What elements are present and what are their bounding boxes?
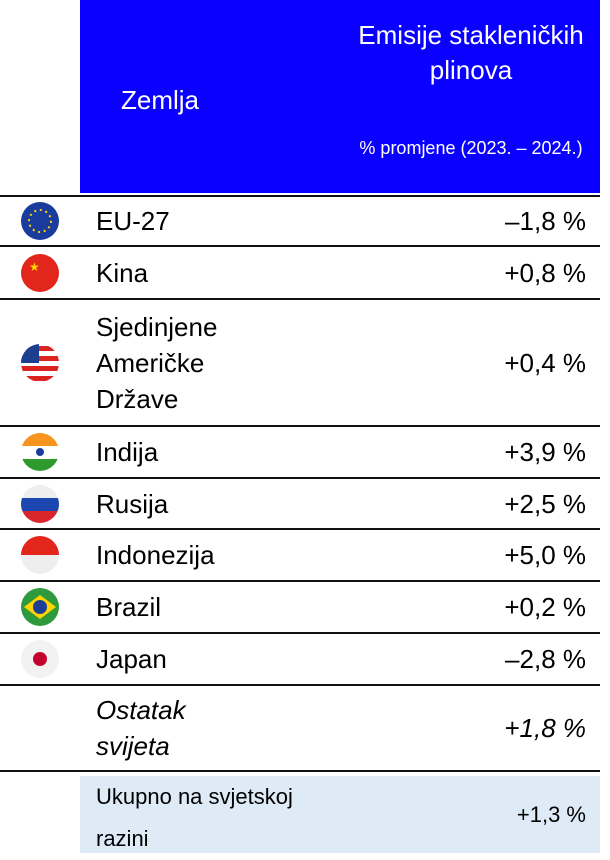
country-name: Kina [96, 257, 149, 288]
change-value: –1,8 % [505, 206, 586, 236]
header-metric: Emisije stakleničkih plinova [358, 20, 584, 85]
table-row: Brazil +0,2 % [0, 580, 600, 632]
country-name: Indonezija [96, 540, 215, 570]
change-value: –2,8 % [505, 644, 586, 674]
table-row: Ostatak svijeta +1,8 % [0, 684, 600, 770]
country-name: Sjedinjene Američke Države [96, 311, 218, 414]
table-row: Sjedinjene Američke Države +0,4 % [0, 298, 600, 425]
total-row: Ukupno na svjetskoj razini +1,3 % [0, 770, 600, 853]
flag-icon [21, 343, 59, 382]
table-row: Indija +3,9 % [0, 425, 600, 477]
table-row: Japan –2,8 % [0, 632, 600, 684]
country-name: Rusija [96, 488, 169, 519]
country-name: EU-27 [96, 206, 170, 236]
change-value: +3,9 % [504, 437, 586, 467]
country-name: Ostatak svijeta [96, 695, 186, 761]
country-name: Indija [96, 437, 159, 467]
header-country: Zemlja [120, 85, 199, 115]
header-unit: % promjene (2023. – 2024.) [359, 138, 583, 158]
change-value: +2,5 % [504, 488, 586, 519]
change-value: +1,8 % [504, 713, 586, 743]
svg-text:★: ★ [29, 260, 40, 274]
country-name: Japan [96, 644, 167, 674]
table-row: Rusija +2,5 % [0, 477, 600, 528]
flag-icon [21, 433, 59, 471]
table-header: Zemlja Emisije stakleničkih plinova % pr… [80, 0, 600, 193]
table-row: ★ Kina +0,8 % [0, 245, 600, 298]
change-value: +0,2 % [504, 592, 586, 622]
change-value: +5,0 % [504, 540, 586, 570]
total-background: Ukupno na svjetskoj razini +1,3 % [80, 776, 600, 853]
change-value: +0,8 % [504, 257, 586, 288]
flag-icon [21, 640, 59, 678]
flag-icon [21, 536, 59, 574]
flag-icon [21, 202, 59, 240]
flag-icon [21, 588, 59, 626]
total-label: Ukupno na svjetskoj razini [96, 784, 293, 851]
change-value: +0,4 % [504, 347, 586, 378]
table-row: EU-27 –1,8 % [0, 195, 600, 245]
flag-icon: ★ [21, 253, 59, 292]
total-value: +1,3 % [516, 802, 586, 827]
country-name: Brazil [96, 592, 162, 622]
table-row: Indonezija +5,0 % [0, 528, 600, 580]
flag-icon [21, 484, 59, 523]
